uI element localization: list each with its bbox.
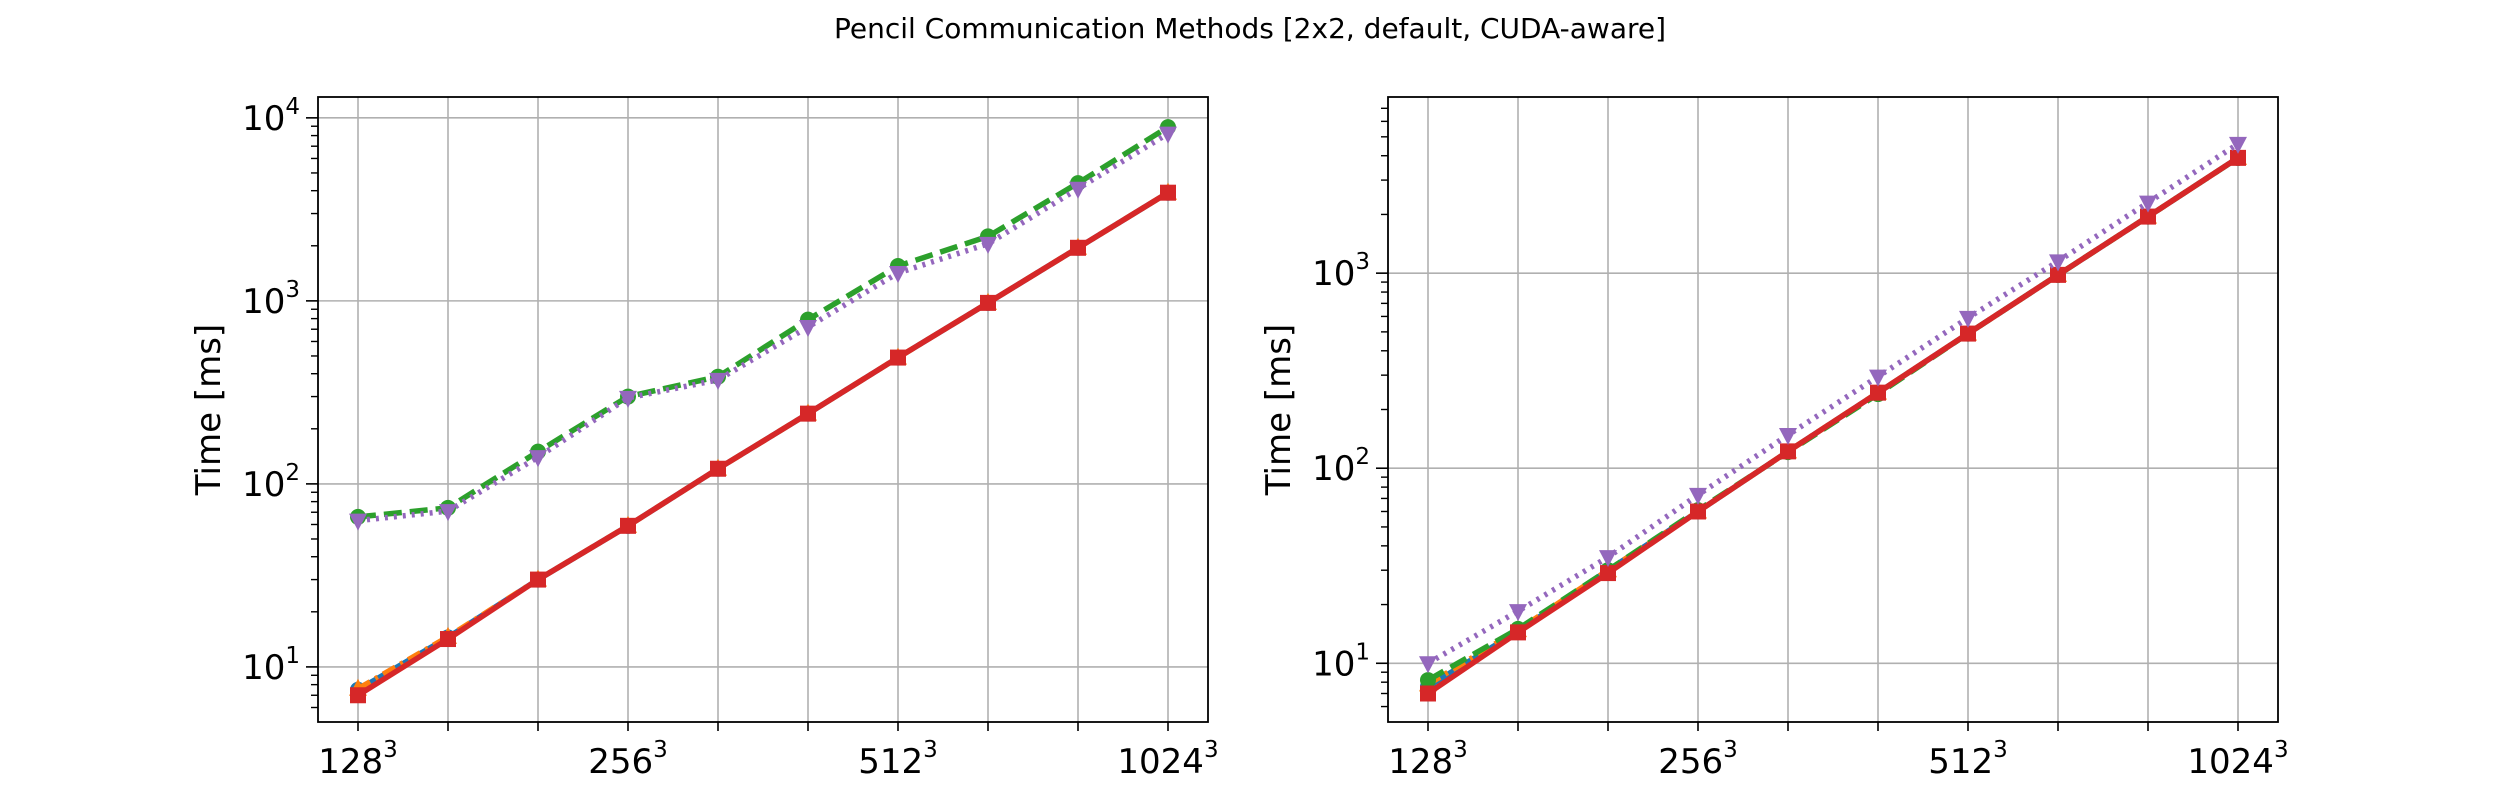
x-tick-label: 5123 <box>1928 737 2008 782</box>
data-point <box>1599 550 1617 568</box>
x-tick-label: 10243 <box>1117 737 1218 782</box>
series-line <box>1426 141 2240 666</box>
data-point <box>2049 254 2067 272</box>
data-point <box>709 372 727 390</box>
data-point <box>800 405 816 422</box>
data-point <box>1160 184 1176 201</box>
data-point <box>710 460 726 477</box>
series-4 <box>350 184 1176 704</box>
data-point <box>1159 126 1177 144</box>
data-point <box>1069 181 1087 199</box>
data-point <box>350 687 366 704</box>
data-point <box>1779 428 1797 446</box>
x-tick-label: 1283 <box>1388 737 1468 782</box>
series-5 <box>1419 136 2247 674</box>
data-point <box>1509 604 1527 622</box>
y-tick-label: 101 <box>1312 639 1370 684</box>
x-tick-label: 1283 <box>318 737 398 782</box>
data-point <box>620 517 636 534</box>
chart-panel-1: 101 102 103 104 1283 2563 5123 10243 Time [ms] <box>189 94 1219 782</box>
data-point <box>2139 195 2157 213</box>
data-point <box>1780 443 1796 460</box>
data-point <box>1420 672 1436 689</box>
data-point <box>1600 565 1616 582</box>
data-point <box>439 504 457 522</box>
series-line <box>1426 155 2240 696</box>
series-4 <box>1420 149 2246 702</box>
series-line <box>357 131 1170 524</box>
y-axis-label: Time [ms] <box>189 324 229 496</box>
y-tick-label: 104 <box>242 94 300 139</box>
plot-frame <box>1387 96 2279 723</box>
figure-title: Pencil Communication Methods [2x2, defau… <box>833 12 1667 45</box>
data-point <box>890 349 906 366</box>
series-3 <box>350 119 1176 525</box>
y-tick-label: 102 <box>1312 444 1370 489</box>
x-tick-label: 5123 <box>858 737 938 782</box>
data-point <box>1419 656 1437 674</box>
data-point <box>980 294 996 311</box>
series-line <box>356 190 1170 698</box>
data-point <box>1689 487 1707 505</box>
data-point <box>2140 208 2156 225</box>
data-point <box>889 265 907 283</box>
y-axis-label: Time [ms] <box>1259 324 1299 496</box>
data-point <box>979 236 997 254</box>
data-point <box>2229 136 2247 154</box>
data-point <box>1420 685 1436 702</box>
data-point <box>1510 624 1526 641</box>
data-point <box>2230 149 2246 166</box>
data-point <box>1869 369 1887 387</box>
data-point <box>1690 503 1706 520</box>
y-tick-label: 103 <box>242 277 300 322</box>
data-point <box>619 390 637 408</box>
series-line <box>357 124 1170 520</box>
x-tick-label: 2563 <box>588 737 668 782</box>
data-point <box>1870 384 1886 401</box>
data-point <box>799 319 817 337</box>
data-point <box>2050 266 2066 283</box>
data-point <box>349 513 367 531</box>
y-tick-label: 101 <box>242 643 300 688</box>
data-point <box>530 571 546 588</box>
chart-panel-2: 101 102 103 1283 2563 5123 10243 Time [ms] <box>1259 96 2289 782</box>
y-tick-label: 102 <box>242 460 300 505</box>
y-tick-label: 103 <box>1312 249 1370 294</box>
data-point <box>1070 239 1086 256</box>
plot-frame <box>317 96 1209 723</box>
data-point <box>529 450 547 468</box>
x-tick-label: 10243 <box>2187 737 2288 782</box>
series-5 <box>349 126 1177 531</box>
x-tick-label: 2563 <box>1658 737 1738 782</box>
data-point <box>440 631 456 648</box>
data-point <box>1959 310 1977 328</box>
data-point <box>1960 325 1976 342</box>
